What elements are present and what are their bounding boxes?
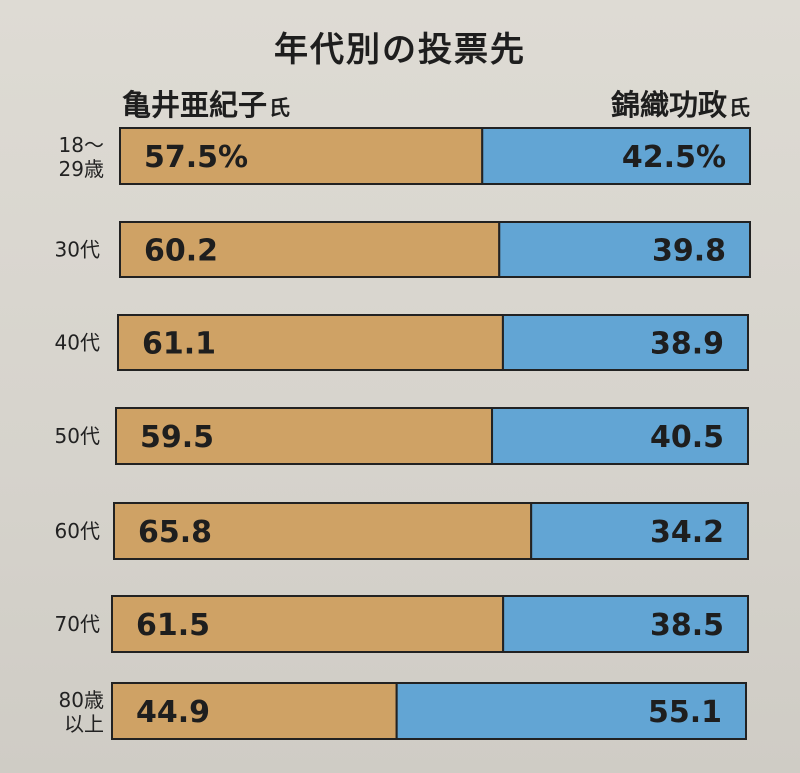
- category-label: 以上: [64, 712, 104, 736]
- bar-right-segment: [395, 682, 747, 740]
- bar-right-segment: [481, 127, 751, 185]
- bar-left-value-label: 65.8: [138, 515, 212, 550]
- bar-left-value-label: 57.5%: [144, 140, 248, 175]
- bar-right-segment: [501, 314, 749, 371]
- bar-right-value-label: 38.9: [650, 327, 724, 362]
- category-label: 30代: [55, 238, 100, 262]
- bar-right-segment: [491, 407, 750, 465]
- bar-right-segment: [502, 595, 750, 653]
- legend-right-suffix: 氏: [729, 96, 750, 120]
- bar-right-value-label: 38.5: [650, 608, 724, 643]
- bar-right-value-label: 42.5%: [622, 140, 726, 175]
- bar-row: 61.1 38.9 40代: [55, 314, 749, 371]
- bar-left-value-label: 61.1: [142, 327, 216, 362]
- bar-left-value-label: 44.9: [136, 695, 210, 730]
- bar-row: 60.2 39.8 30代: [55, 221, 752, 278]
- bar-left-value-label: 61.5: [136, 608, 210, 643]
- legend-right-name: 錦織功政: [610, 88, 727, 122]
- bar-left-segment: [117, 314, 504, 371]
- legend-left-candidate: 亀井亜紀子氏: [122, 82, 290, 124]
- bar-row: 57.5% 42.5% 18～29歳: [59, 127, 751, 185]
- bar-right-value-label: 55.1: [648, 695, 722, 730]
- bar-right-value-label: 34.2: [650, 515, 724, 550]
- bar-row: 61.5 38.5 70代: [55, 595, 750, 653]
- bar-right-value-label: 40.5: [650, 420, 724, 455]
- category-label: 50代: [55, 424, 100, 448]
- bar-left-segment: [111, 595, 505, 653]
- bar-left-value-label: 60.2: [144, 234, 218, 269]
- legend-left-name: 亀井亜紀子: [122, 88, 268, 122]
- bar-row: 65.8 34.2 60代: [55, 502, 749, 560]
- bar-right-segment: [530, 502, 749, 560]
- bar-left-segment: [119, 127, 484, 185]
- bar-left-segment: [115, 407, 494, 465]
- bar-left-value-label: 59.5: [140, 420, 214, 455]
- chart-title: 年代別の投票先: [274, 30, 526, 70]
- category-label: 60代: [55, 519, 100, 543]
- category-label: 29歳: [59, 157, 104, 181]
- category-label: 40代: [55, 331, 100, 355]
- legend-left-suffix: 氏: [269, 96, 291, 120]
- bar-right-value-label: 39.8: [652, 234, 726, 269]
- legend-right-candidate: 錦織功政氏: [611, 82, 750, 124]
- bar-left-segment: [111, 682, 398, 740]
- category-label: 70代: [55, 612, 100, 636]
- bar-right-segment: [498, 221, 752, 278]
- category-label: 80歳: [59, 688, 104, 712]
- category-label: 18～: [59, 133, 104, 157]
- bar-row: 59.5 40.5 50代: [55, 407, 750, 465]
